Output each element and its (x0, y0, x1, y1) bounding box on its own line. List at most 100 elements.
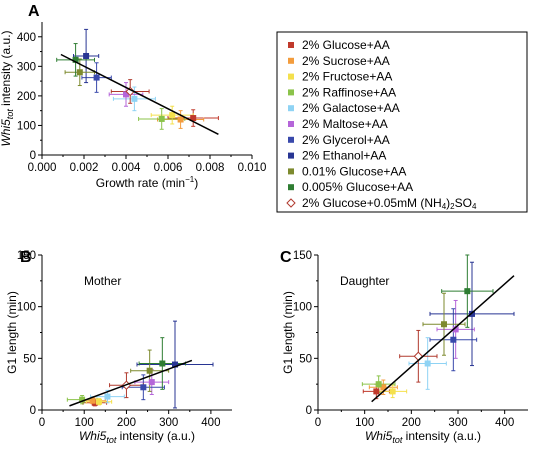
x-axis-label: Whi5tot intensity (a.u.) (79, 429, 195, 445)
data-point (375, 381, 382, 388)
data-point (123, 91, 129, 98)
legend-marker (288, 73, 294, 80)
data-point (76, 69, 83, 76)
fit-line (60, 53, 219, 135)
data-point (158, 115, 165, 122)
data-point (131, 95, 138, 102)
data-point (464, 288, 471, 295)
legend-marker (288, 152, 294, 159)
panel-letter: A (28, 3, 40, 20)
x-axis-label: Whi5tot intensity (a.u.) (365, 429, 481, 445)
legend-label: 2% Glycerol+AA (302, 133, 390, 147)
data-point (441, 321, 447, 328)
legend-label: 2% Glucose+0.05mM (NH4)2SO4 (302, 196, 477, 211)
legend-box (276, 31, 528, 213)
y-axis-label: Whi5tot intensity (a.u.) (0, 30, 15, 146)
x-tick-label: 100 (355, 417, 374, 429)
x-tick-label: 400 (201, 417, 220, 429)
data-point (373, 388, 380, 395)
data-point (424, 360, 431, 367)
x-tick-label: 400 (495, 417, 514, 429)
x-tick-label: 0.008 (196, 162, 225, 174)
data-point (172, 361, 178, 368)
data-point (169, 112, 176, 119)
panel-letter: C (280, 249, 292, 266)
data-point (469, 310, 475, 317)
data-point (72, 56, 79, 63)
fit-line (69, 359, 193, 407)
x-tick-label: 0 (315, 417, 321, 429)
legend-marker (288, 42, 294, 48)
x-tick-label: 0.006 (154, 162, 183, 174)
data-point (104, 393, 111, 400)
data-point (177, 116, 184, 123)
y-tick-label: 50 (299, 353, 312, 365)
y-tick-label: 100 (293, 302, 312, 314)
data-point (452, 326, 459, 333)
x-tick-label: 0.004 (112, 162, 141, 174)
legend-label: 0.01% Glucose+AA (302, 164, 406, 178)
y-axis-label: G1 length (min) (5, 291, 19, 374)
data-point (190, 115, 197, 122)
data-point (450, 336, 457, 343)
legend-marker (288, 89, 294, 96)
data-point (83, 52, 90, 59)
data-point (89, 397, 96, 404)
panel-letter: B (20, 249, 32, 266)
data-point (93, 74, 100, 81)
legend-label: 0.005% Glucose+AA (302, 180, 413, 194)
legend-label: 2% Fructose+AA (302, 70, 392, 84)
data-point (148, 379, 155, 386)
legend-marker (288, 168, 294, 175)
y-tick-label: 0 (30, 405, 36, 417)
legend-label: 2% Galactose+AA (302, 101, 400, 115)
data-point (140, 384, 147, 391)
y-tick-label: 0 (30, 150, 36, 162)
y-tick-label: 50 (23, 353, 36, 365)
y-axis-label: G1 length (min) (281, 291, 295, 374)
x-tick-label: 0 (39, 417, 45, 429)
legend-marker (288, 105, 294, 112)
legend-marker (288, 184, 294, 191)
panel-inset-title: Mother (84, 274, 121, 288)
data-point (96, 398, 102, 405)
legend-label: 2% Raffinose+AA (302, 85, 396, 99)
y-tick-label: 100 (17, 120, 36, 132)
y-tick-label: 150 (293, 250, 312, 262)
legend: 2% Glucose+AA 2% Sucrose+AA 2% Fructose+AA… (276, 31, 528, 213)
y-tick-label: 0 (306, 405, 312, 417)
data-point (146, 367, 153, 374)
x-axis-label: Growth rate (min−1) (96, 175, 198, 190)
legend-marker (288, 57, 294, 64)
legend-label: 2% Sucrose+AA (302, 54, 390, 68)
x-tick-label: 300 (159, 417, 178, 429)
chart-panel-c: C 0 100 200 300 400 0 50 100 150 Whi5tot intensity… (280, 249, 528, 445)
x-tick-label: 0.000 (28, 162, 57, 174)
legend-label: 2% Maltose+AA (302, 117, 388, 131)
x-tick-label: 0.002 (70, 162, 99, 174)
chart-panel-a: A 0.000 0.002 0.004 0.006 0.008 0.010 0 100 200 30… (0, 3, 266, 190)
x-tick-label: 200 (402, 417, 421, 429)
y-tick-label: 150 (17, 250, 36, 262)
fit-line (371, 275, 515, 403)
x-tick-label: 300 (448, 417, 467, 429)
data-point (125, 86, 135, 97)
data-point (380, 384, 387, 391)
legend-marker (286, 198, 296, 208)
legend-label: 2% Glucose+AA (302, 38, 390, 52)
y-tick-label: 100 (17, 302, 36, 314)
data-point (159, 360, 166, 367)
y-tick-label: 300 (17, 61, 36, 73)
legend-label: 2% Ethanol+AA (302, 149, 386, 163)
chart-panel-b: B 0 100 200 300 400 0 50 100 150 Whi5tot intensity… (5, 249, 232, 445)
y-tick-label: 200 (17, 91, 36, 103)
data-point (79, 396, 86, 403)
x-tick-label: 200 (117, 417, 136, 429)
data-point (389, 388, 396, 395)
x-tick-label: 100 (75, 417, 94, 429)
y-tick-label: 400 (17, 32, 36, 44)
panel-inset-title: Daughter (340, 274, 389, 288)
data-point (413, 351, 424, 361)
legend-marker (288, 136, 294, 143)
